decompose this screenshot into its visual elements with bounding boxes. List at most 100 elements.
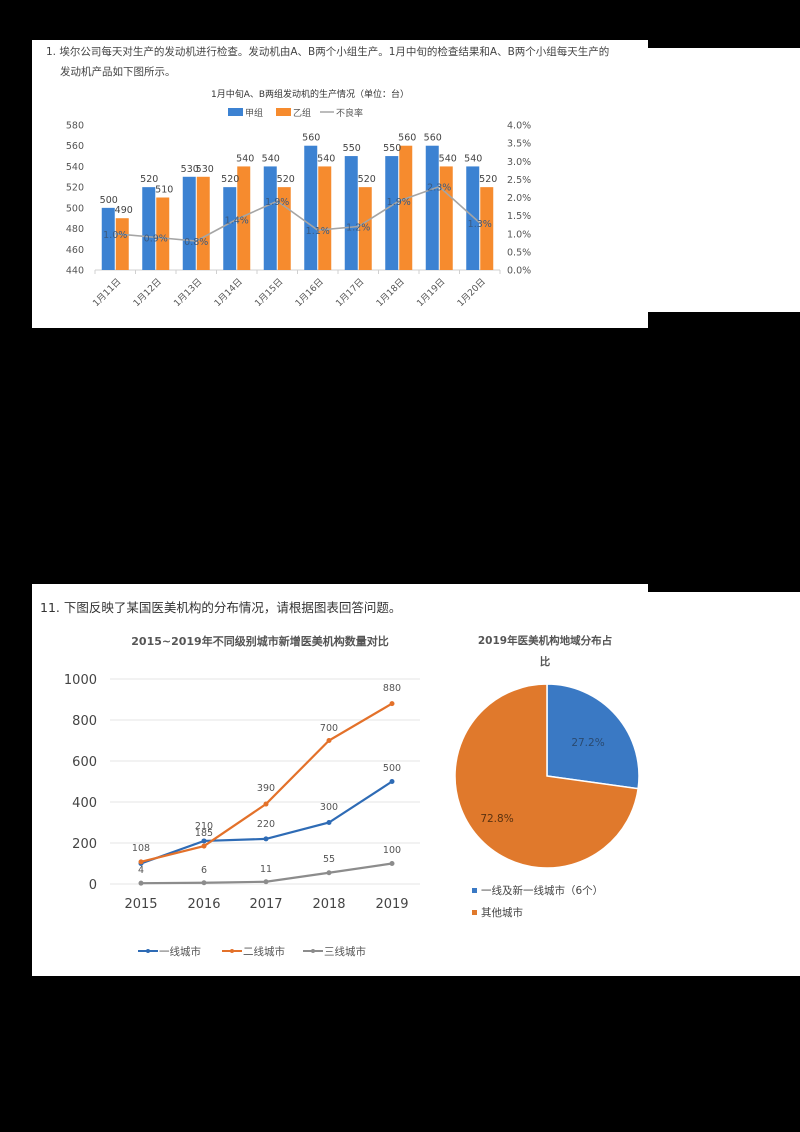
pie-legend-label-other: 其他城市 [481, 906, 523, 919]
defect-rate-label: 1.0% [103, 230, 127, 241]
pie-legend-swatch-other [472, 910, 477, 915]
bar-value-label: 520 [358, 174, 376, 185]
data-label: 300 [320, 802, 338, 813]
defect-rate-label: 1.4% [225, 215, 249, 226]
bar-group-b [196, 176, 210, 270]
bar-value-label: 530 [196, 164, 214, 175]
data-point [326, 820, 332, 825]
bar-value-label: 550 [383, 143, 401, 154]
data-label: 55 [323, 854, 335, 865]
bar-group-a [385, 156, 399, 270]
bar-group-a [466, 166, 480, 270]
pie-label-tier-1: 27.2% [571, 737, 604, 749]
data-label: 185 [195, 828, 213, 839]
legend-swatch-group-b [276, 108, 291, 116]
bar-value-label: 520 [479, 174, 497, 185]
y2-axis-tick: 4.0% [507, 121, 531, 132]
pie-label-other: 72.8% [480, 813, 513, 825]
y2-axis-tick: 2.0% [507, 193, 531, 204]
data-label: 390 [257, 783, 275, 794]
data-label: 6 [201, 865, 207, 876]
y-axis-tick: 600 [72, 755, 97, 770]
bar-value-label: 540 [439, 153, 457, 164]
legend-label-defect-rate: 不良率 [336, 107, 363, 119]
data-point [326, 870, 332, 876]
y2-axis-tick: 0.5% [507, 247, 531, 258]
bar-value-label: 530 [181, 164, 199, 175]
legend-swatch-group-a [228, 108, 243, 116]
data-label: 220 [257, 819, 275, 830]
bar-group-b [156, 197, 170, 270]
defect-rate-label: 1.9% [387, 197, 411, 208]
y-axis-tick: 560 [66, 141, 84, 152]
data-label: 108 [132, 843, 150, 854]
defect-rate-label: 1.3% [468, 219, 492, 230]
pie-legend-label-tier-1: 一线及新一线城市（6个） [481, 884, 603, 897]
bar-group-a [304, 145, 318, 270]
y-axis-tick: 800 [72, 714, 97, 729]
y-axis-tick: 500 [66, 203, 84, 214]
bar-value-label: 520 [221, 174, 239, 185]
y2-axis-tick: 2.5% [507, 175, 531, 186]
data-point [201, 838, 207, 844]
data-point [389, 779, 395, 784]
data-label: 880 [383, 683, 401, 694]
y-axis-tick: 460 [66, 245, 84, 256]
bar-group-b [439, 166, 453, 270]
data-point [201, 880, 207, 886]
bar-group-b [358, 187, 372, 270]
bar-value-label: 560 [424, 133, 442, 144]
x-axis-label: 2018 [312, 897, 345, 912]
question-11-text: 11. 下图反映了某国医美机构的分布情况，请根据图表回答问题。 [40, 600, 402, 615]
bar-group-b [480, 187, 494, 270]
bar-value-label: 560 [398, 133, 416, 144]
question-11-panel-extension [648, 592, 800, 976]
data-label: 11 [260, 864, 272, 875]
x-axis-label: 2019 [375, 897, 408, 912]
y-axis-tick: 540 [66, 162, 84, 173]
y2-axis-tick: 1.0% [507, 229, 531, 240]
pie-chart-title-line-1: 2019年医美机构地域分布占 [477, 635, 613, 647]
data-point [263, 836, 269, 842]
bar-value-label: 520 [277, 174, 295, 185]
pie-legend-swatch-tier-1 [472, 888, 477, 893]
legend-label: 一线城市 [159, 945, 201, 958]
question-1-line-1: 1. 埃尔公司每天对生产的发动机进行检查。发动机由A、B两个小组生产。1月中旬的… [46, 46, 610, 58]
defect-rate-label: 0.9% [144, 233, 168, 244]
legend-label: 二线城市 [243, 945, 285, 958]
bar-value-label: 510 [155, 185, 173, 196]
y-axis-tick: 580 [66, 121, 84, 132]
data-point [263, 879, 269, 885]
legend-label-group-b: 乙组 [293, 107, 311, 119]
y2-axis-tick: 3.5% [507, 139, 531, 150]
data-label: 500 [383, 763, 401, 774]
line-chart-title: 2015~2019年不同级别城市新增医美机构数量对比 [131, 635, 389, 648]
data-point [138, 880, 144, 886]
legend-label-group-a: 甲组 [245, 107, 263, 119]
bar-chart-title: 1月中旬A、B两组发动机的生产情况（单位：台） [210, 90, 410, 100]
bar-chart: 440 460 480 500 520 540 560 580 0.0% 0.5% 1.0% 1.5%… [66, 107, 531, 309]
defect-rate-label: 1.9% [265, 197, 289, 208]
bar-group-a [142, 187, 156, 270]
y-axis-tick: 440 [66, 266, 84, 277]
y-axis-tick: 400 [72, 796, 97, 811]
y-axis-tick: 0 [89, 878, 97, 893]
data-point [326, 738, 332, 743]
data-point [201, 843, 207, 849]
y-axis-tick: 200 [72, 837, 97, 852]
pie-slice-tier-1 [546, 683, 640, 790]
pie-chart-title-line-2: 比 [539, 656, 551, 668]
question-1-line-2: 发动机产品如下图所示。 [60, 66, 176, 78]
y-axis-tick: 1000 [64, 673, 97, 688]
bar-group-a [101, 207, 115, 270]
y-axis-tick: 480 [66, 224, 84, 235]
bar-group-a [263, 166, 277, 270]
bar-value-label: 550 [343, 143, 361, 154]
defect-rate-line [115, 185, 481, 242]
legend-marker [311, 949, 315, 953]
data-point [389, 701, 395, 707]
pie-slice-other [454, 683, 639, 869]
data-point [138, 859, 144, 865]
bar-value-label: 500 [100, 195, 118, 206]
